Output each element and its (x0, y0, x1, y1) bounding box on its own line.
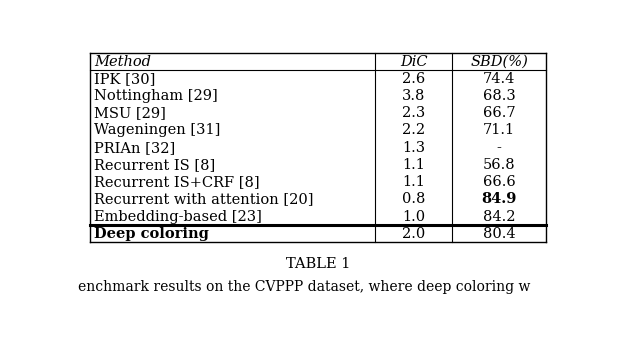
Text: 2.2: 2.2 (402, 123, 425, 137)
Text: -: - (497, 141, 502, 155)
Text: PRIAn [32]: PRIAn [32] (94, 141, 175, 155)
Text: Embedding-based [23]: Embedding-based [23] (94, 210, 262, 224)
Text: 74.4: 74.4 (483, 72, 515, 86)
Text: SBD(%): SBD(%) (470, 54, 528, 68)
Text: 84.2: 84.2 (483, 210, 515, 224)
Text: 68.3: 68.3 (483, 89, 516, 103)
Text: 2.3: 2.3 (402, 106, 425, 120)
Text: TABLE 1: TABLE 1 (286, 256, 350, 271)
Text: 56.8: 56.8 (483, 158, 515, 172)
Text: 1.0: 1.0 (402, 210, 425, 224)
Text: 1.1: 1.1 (402, 175, 425, 189)
Text: Deep coloring: Deep coloring (94, 227, 209, 241)
Text: IPK [30]: IPK [30] (94, 72, 156, 86)
Text: 2.0: 2.0 (402, 227, 425, 241)
Text: 1.3: 1.3 (402, 141, 425, 155)
Text: 3.8: 3.8 (402, 89, 425, 103)
Text: 66.6: 66.6 (483, 175, 516, 189)
Text: 71.1: 71.1 (483, 123, 515, 137)
Text: 84.9: 84.9 (482, 193, 517, 207)
Text: 0.8: 0.8 (402, 193, 425, 207)
Text: Nottingham [29]: Nottingham [29] (94, 89, 218, 103)
Text: 1.1: 1.1 (402, 158, 425, 172)
Text: Recurrent IS+CRF [8]: Recurrent IS+CRF [8] (94, 175, 260, 189)
Text: Wageningen [31]: Wageningen [31] (94, 123, 221, 137)
Text: Method: Method (94, 54, 151, 68)
Text: DiC: DiC (400, 54, 427, 68)
Text: Recurrent IS [8]: Recurrent IS [8] (94, 158, 216, 172)
Text: 66.7: 66.7 (483, 106, 515, 120)
Text: MSU [29]: MSU [29] (94, 106, 166, 120)
Text: 2.6: 2.6 (402, 72, 425, 86)
Text: enchmark results on the CVPPP dataset, where deep coloring w: enchmark results on the CVPPP dataset, w… (78, 280, 530, 294)
Text: 80.4: 80.4 (483, 227, 515, 241)
Text: Recurrent with attention [20]: Recurrent with attention [20] (94, 193, 314, 207)
